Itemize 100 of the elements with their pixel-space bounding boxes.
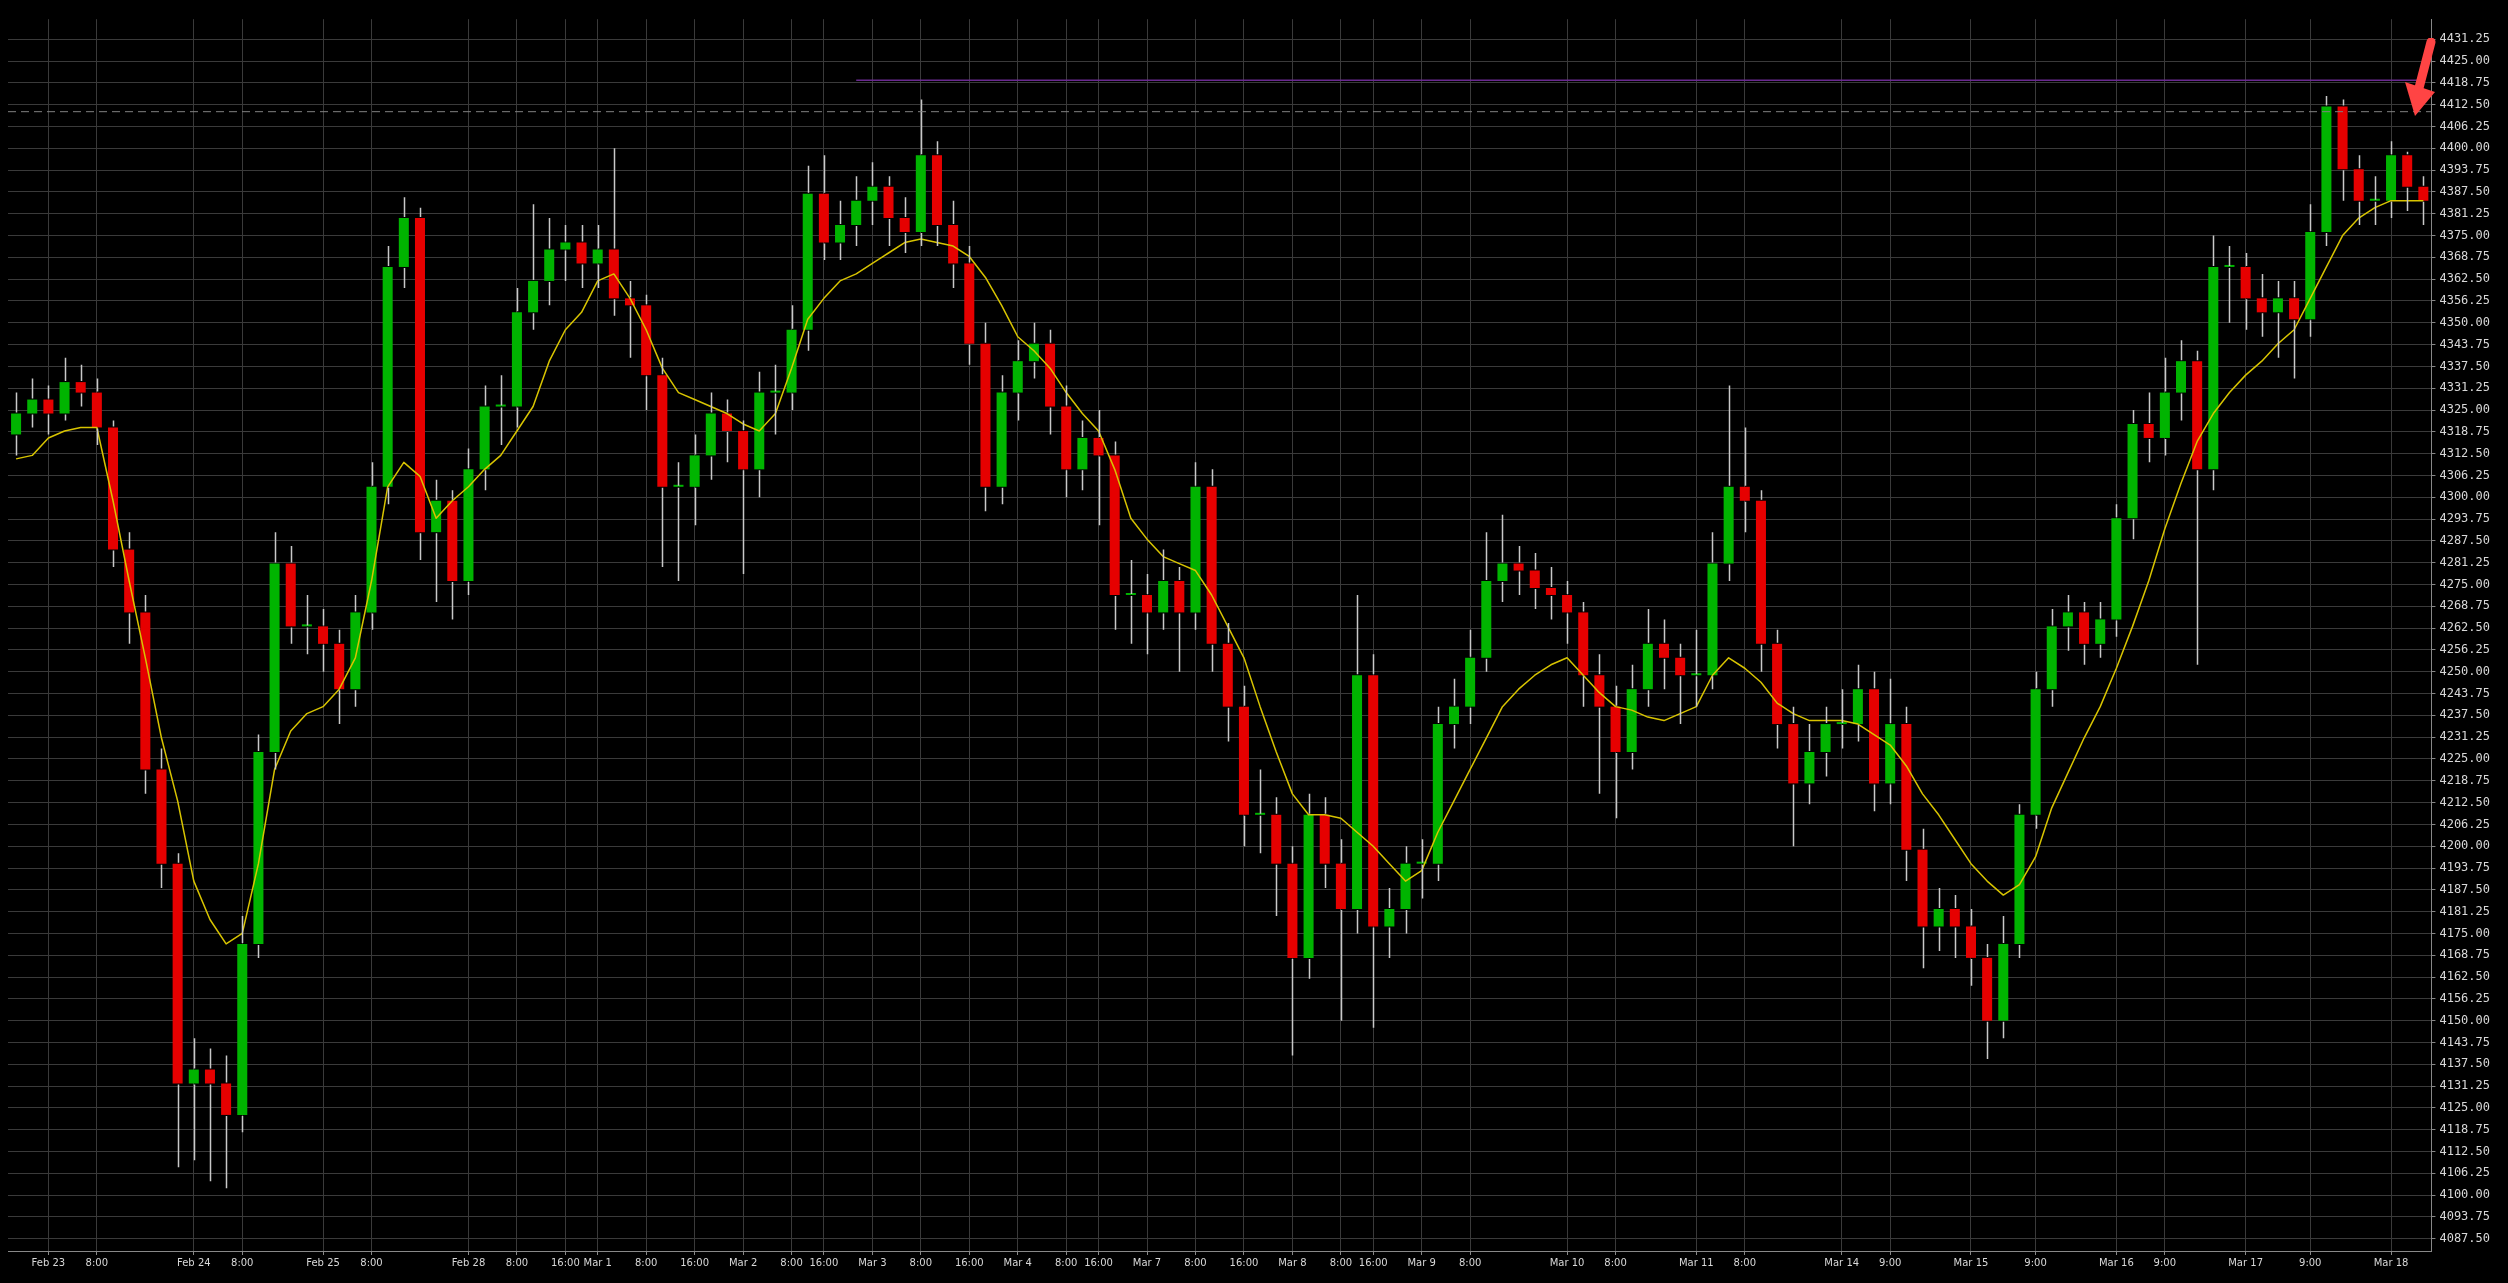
candlestick	[2062, 594, 2073, 652]
candlestick	[1707, 531, 1718, 690]
candlestick	[1755, 489, 1766, 673]
candlestick	[1271, 796, 1282, 917]
candlestick	[770, 363, 781, 436]
candlestick	[2418, 175, 2429, 226]
candlestick	[1045, 329, 1056, 436]
candlestick	[285, 545, 296, 645]
y-tick-label: 4368.75	[2439, 249, 2491, 264]
candlestick	[156, 747, 167, 889]
candlestick	[1739, 426, 1750, 533]
y-tick-label: 4162.50	[2439, 969, 2491, 984]
x-tick-label: 8:00	[1329, 1256, 1353, 1268]
candlestick	[899, 196, 910, 254]
candlestick	[2014, 803, 2025, 959]
x-tick-label: Mar 18	[2373, 1256, 2409, 1268]
candlestick	[1594, 653, 1605, 795]
y-tick-label: 4350.00	[2439, 314, 2491, 329]
y-tick-label: 4225.00	[2439, 751, 2491, 766]
candlestick	[754, 370, 765, 499]
y-tick-label: 4200.00	[2439, 838, 2491, 853]
candlestick	[188, 1037, 199, 1162]
candlestick	[851, 175, 862, 247]
candlestick	[172, 852, 183, 1168]
x-tick-label: Mar 17	[2228, 1256, 2264, 1268]
candlestick	[1287, 845, 1298, 1057]
candlestick	[237, 915, 248, 1134]
candlestick	[2208, 234, 2219, 492]
x-tick-label: Mar 14	[1824, 1256, 1860, 1268]
candlestick	[1949, 894, 1960, 959]
x-tick-label: 8:00	[360, 1256, 383, 1268]
candlestick	[2402, 151, 2413, 212]
x-tick-label: 9:00	[2299, 1256, 2322, 1268]
candlestick	[1869, 670, 1880, 813]
candlestick	[1158, 548, 1169, 631]
y-tick-label: 4318.75	[2439, 423, 2491, 438]
x-tick-label: 16:00	[1084, 1256, 1113, 1268]
candlestick	[2030, 670, 2041, 830]
candlestick	[1965, 908, 1976, 987]
candlestick	[1335, 838, 1346, 1022]
candlestick	[2159, 356, 2170, 457]
candlestick	[1772, 629, 1783, 750]
y-tick-label: 4425.00	[2439, 53, 2491, 68]
x-tick-label: 8:00	[634, 1256, 658, 1268]
candlestick	[721, 398, 732, 464]
candlestick	[948, 199, 959, 289]
candlestick	[1562, 580, 1573, 645]
y-tick-label: 4262.50	[2439, 620, 2491, 635]
x-tick-label: 16:00	[954, 1256, 984, 1268]
candlestick	[883, 175, 894, 247]
y-tick-label: 4418.75	[2439, 75, 2491, 90]
x-tick-label: 8:00	[231, 1256, 254, 1268]
candlestick	[2289, 280, 2300, 380]
y-tick-label: 4193.75	[2439, 860, 2491, 875]
y-tick-label: 4268.75	[2439, 598, 2491, 613]
x-tick-label: Feb 25	[306, 1256, 340, 1268]
y-tick-label: 4168.75	[2439, 947, 2491, 962]
candlestick	[2240, 252, 2251, 331]
candlestick	[705, 391, 716, 481]
x-tick-label: 8:00	[1184, 1256, 1207, 1268]
x-tick-label: Mar 4	[1003, 1256, 1032, 1268]
y-tick-label: 4375.00	[2439, 227, 2491, 242]
candlestick	[2386, 140, 2397, 219]
candlestick	[1384, 887, 1395, 959]
candlestick	[463, 447, 474, 596]
y-tick-label: 4100.00	[2439, 1187, 2491, 1202]
y-tick-label: 4306.25	[2439, 467, 2491, 482]
x-tick-label: Mar 9	[1407, 1256, 1436, 1268]
y-tick-label: 4125.00	[2439, 1100, 2491, 1115]
y-tick-label: 4412.50	[2439, 96, 2491, 111]
y-tick-label: 4343.75	[2439, 336, 2491, 351]
candlestick	[1077, 419, 1088, 492]
x-tick-label: 16:00	[680, 1256, 710, 1268]
candlestick	[1998, 915, 2009, 1039]
y-tick-label: 4312.50	[2439, 445, 2491, 460]
candlestick	[2321, 95, 2332, 247]
candlestick	[1529, 552, 1540, 610]
candlestick	[2353, 154, 2364, 226]
y-tick-label: 4137.50	[2439, 1056, 2491, 1071]
candlestick	[1642, 608, 1653, 708]
candlestick	[350, 594, 361, 708]
candlestick	[59, 356, 70, 422]
candlestick	[1933, 887, 1944, 952]
y-tick-label: 4325.00	[2439, 402, 2491, 417]
candlestick	[835, 199, 846, 261]
candlestick	[253, 733, 264, 959]
x-tick-label: 9:00	[1878, 1256, 1902, 1268]
candlestick	[318, 608, 329, 673]
candlestick	[2079, 601, 2090, 666]
candlestick	[1513, 545, 1524, 596]
candlestick	[2192, 349, 2203, 666]
candlestick	[108, 419, 119, 568]
x-tick-label: 16:00	[809, 1256, 839, 1268]
candlestick	[1319, 796, 1330, 889]
candlestick	[1497, 513, 1508, 603]
y-tick-label: 4237.50	[2439, 707, 2491, 722]
y-tick-label: 4131.25	[2439, 1078, 2491, 1093]
candlestick	[204, 1047, 215, 1182]
candlestick	[1610, 684, 1621, 820]
candlestick	[2369, 175, 2380, 226]
